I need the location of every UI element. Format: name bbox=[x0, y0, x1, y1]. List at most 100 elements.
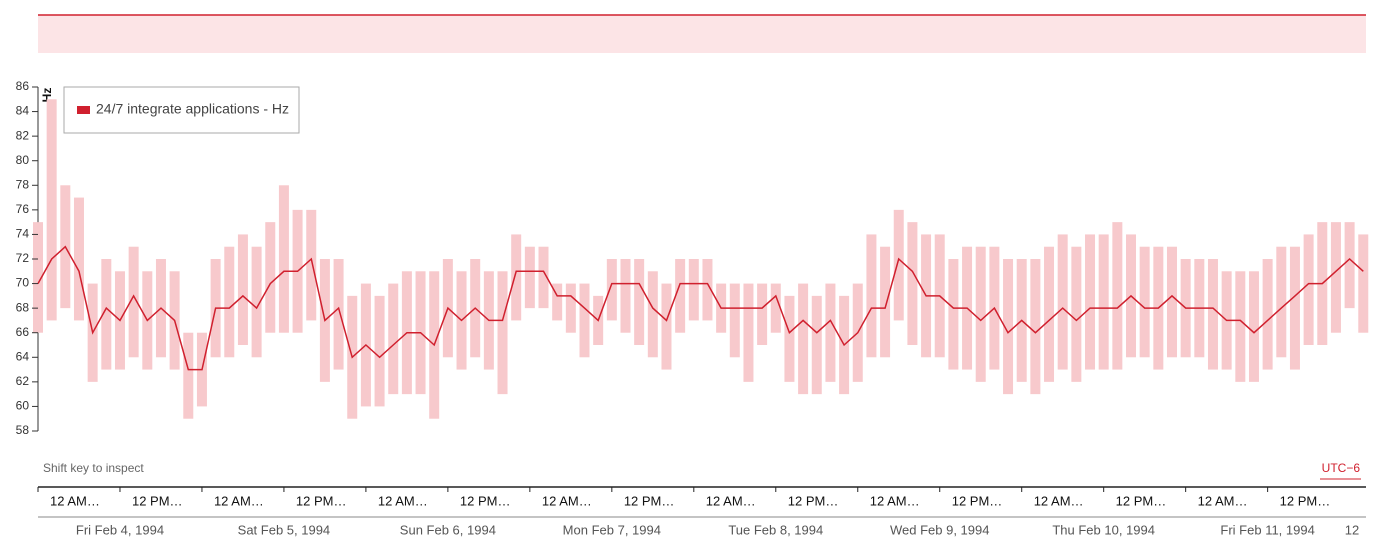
range-bar bbox=[1071, 246, 1082, 382]
day-label: Tue Feb 8, 1994 bbox=[728, 522, 823, 537]
y-tick-label: 70 bbox=[16, 276, 30, 290]
y-tick-label: 78 bbox=[16, 177, 30, 191]
x-tick-label: 12 AM… bbox=[870, 493, 920, 508]
range-bar bbox=[1344, 222, 1355, 309]
day-label: Mon Feb 7, 1994 bbox=[563, 522, 661, 537]
range-bar bbox=[265, 222, 276, 333]
range-bar bbox=[1330, 222, 1341, 333]
range-bar bbox=[1289, 246, 1300, 370]
x-tick-label: 12 AM… bbox=[214, 493, 264, 508]
range-bar bbox=[606, 259, 617, 321]
range-bar bbox=[1207, 259, 1218, 370]
range-bar bbox=[1098, 234, 1109, 370]
y-tick-label: 80 bbox=[16, 153, 30, 167]
day-label: Sat Feb 5, 1994 bbox=[238, 522, 331, 537]
range-bar bbox=[579, 283, 590, 358]
range-bar bbox=[825, 283, 836, 382]
range-bar bbox=[306, 209, 317, 321]
range-bar bbox=[1248, 271, 1259, 382]
legend-label[interactable]: 24/7 integrate applications - Hz bbox=[96, 101, 289, 117]
range-bar bbox=[675, 259, 686, 333]
x-tick-label: 12 PM… bbox=[788, 493, 839, 508]
range-bar bbox=[880, 246, 891, 358]
range-bar bbox=[975, 246, 986, 382]
y-tick-label: 76 bbox=[16, 202, 30, 216]
range-bar bbox=[183, 332, 194, 419]
y-tick-label: 60 bbox=[16, 399, 30, 413]
range-bar bbox=[1276, 246, 1287, 358]
range-bar bbox=[497, 271, 508, 395]
range-bar bbox=[634, 259, 645, 345]
range-bar bbox=[811, 295, 822, 395]
range-bar bbox=[333, 259, 344, 370]
range-bar bbox=[1112, 222, 1123, 370]
range-bar bbox=[524, 246, 535, 309]
range-bar bbox=[1057, 234, 1068, 370]
range-bar bbox=[907, 222, 918, 345]
range-bar bbox=[46, 99, 57, 321]
x-tick-label: 12 AM… bbox=[50, 493, 100, 508]
range-bar bbox=[278, 185, 289, 333]
overview-band[interactable] bbox=[38, 15, 1366, 53]
range-bar bbox=[647, 271, 658, 358]
range-bar bbox=[798, 283, 809, 395]
day-label: Sun Feb 6, 1994 bbox=[400, 522, 496, 537]
range-bar bbox=[743, 283, 754, 382]
range-bar bbox=[1003, 259, 1014, 395]
x-tick-label: 12 PM… bbox=[1280, 493, 1331, 508]
x-tick-label: 12 PM… bbox=[460, 493, 511, 508]
timezone[interactable]: UTC−6 bbox=[1322, 461, 1361, 475]
range-bar bbox=[784, 295, 795, 382]
day-label: Fri Feb 4, 1994 bbox=[76, 522, 164, 537]
x-tick-label: 12 AM… bbox=[542, 493, 592, 508]
range-bar bbox=[565, 283, 576, 333]
range-bar bbox=[729, 283, 740, 358]
y-tick-label: 86 bbox=[16, 79, 30, 93]
x-tick-label: 12 AM… bbox=[1198, 493, 1248, 508]
range-bar bbox=[1139, 246, 1150, 358]
range-bar bbox=[511, 234, 522, 321]
y-tick-label: 72 bbox=[16, 251, 30, 265]
x-tick-label: 12 PM… bbox=[296, 493, 347, 508]
series-line bbox=[37, 245, 1364, 371]
range-bar bbox=[552, 283, 563, 321]
x-tick-label: 12 AM… bbox=[378, 493, 428, 508]
range-bar bbox=[620, 259, 631, 333]
range-bar bbox=[770, 283, 781, 333]
range-bar bbox=[757, 283, 768, 345]
legend-swatch bbox=[77, 106, 90, 114]
range-bar bbox=[1044, 246, 1055, 382]
day-label: Fri Feb 11, 1994 bbox=[1220, 522, 1314, 537]
x-tick-label: 12 PM… bbox=[132, 493, 183, 508]
range-bar bbox=[661, 283, 672, 370]
x-tick-label: 12 AM… bbox=[706, 493, 756, 508]
range-bar bbox=[251, 246, 262, 358]
y-tick-label: 84 bbox=[16, 104, 30, 118]
y-tick-label: 62 bbox=[16, 374, 30, 388]
day-label: Wed Feb 9, 1994 bbox=[890, 522, 990, 537]
range-bar bbox=[33, 222, 43, 333]
range-bar bbox=[1085, 234, 1096, 370]
range-bar bbox=[948, 259, 959, 370]
range-bar bbox=[1166, 246, 1177, 358]
range-bar bbox=[538, 246, 549, 309]
range-bar bbox=[893, 209, 904, 321]
legend-box bbox=[63, 86, 300, 134]
range-bar bbox=[1303, 234, 1314, 345]
range-bar bbox=[1235, 271, 1246, 382]
range-bar bbox=[1030, 259, 1041, 395]
range-bar bbox=[73, 197, 84, 321]
y-axis-label: Hz bbox=[40, 88, 54, 103]
range-bar bbox=[101, 259, 112, 370]
hint: Shift key to inspect bbox=[43, 461, 144, 475]
y-tick-label: 58 bbox=[16, 423, 30, 437]
range-bar bbox=[224, 246, 235, 358]
y-tick-label: 64 bbox=[16, 349, 30, 363]
y-tick-label: 74 bbox=[16, 227, 30, 241]
day-label: Thu Feb 10, 1994 bbox=[1052, 522, 1155, 537]
y-tick-label: 68 bbox=[16, 300, 30, 314]
range-bar bbox=[388, 283, 399, 395]
range-bar bbox=[237, 234, 248, 345]
x-tick-label: 12 AM… bbox=[1034, 493, 1084, 508]
